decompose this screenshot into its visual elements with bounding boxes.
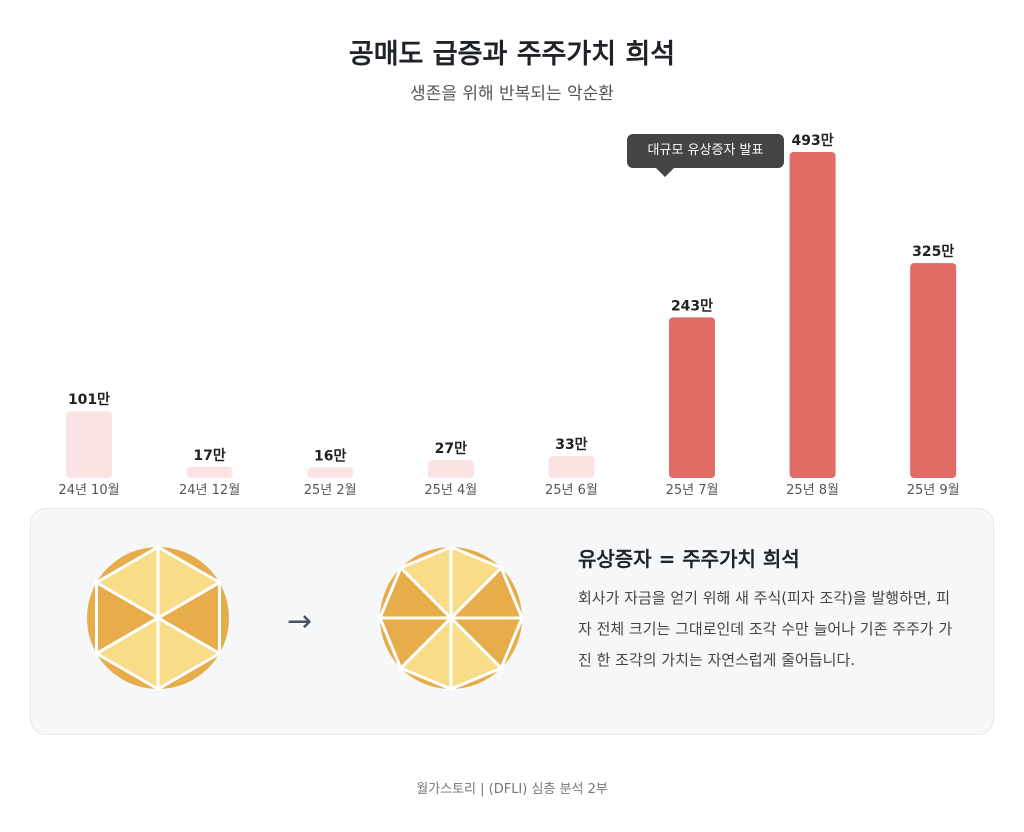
footer: 월가스토리 | (DFLI) 심층 분석 2부 bbox=[416, 782, 608, 797]
data-label: 33만 bbox=[555, 437, 587, 453]
bar bbox=[427, 460, 474, 478]
data-label: 101만 bbox=[68, 392, 110, 408]
pie-slice bbox=[398, 544, 453, 622]
x-tick-label: 25년 8월 bbox=[786, 483, 839, 498]
x-tick-label: 25년 7월 bbox=[666, 483, 719, 498]
arrow-right-icon: → bbox=[287, 604, 313, 639]
data-label: 493만 bbox=[792, 133, 834, 149]
panel-body: 회사가 자금을 얻기 위해 새 주식(피자 조각)을 발행하면, 피자 전체 크… bbox=[578, 589, 953, 669]
data-label: 17만 bbox=[193, 448, 225, 464]
bar bbox=[548, 456, 595, 478]
data-label: 16만 bbox=[314, 448, 346, 464]
bar bbox=[910, 263, 957, 478]
bar-chart: 101만 24년 10월 17만 24년 12월 16만 25년 2월 27만 25년 4월 3… bbox=[58, 133, 960, 498]
bar bbox=[66, 411, 112, 478]
bar bbox=[669, 317, 715, 478]
chart-title: 공매도 급증과 주주가치 희석 bbox=[348, 39, 676, 70]
bar bbox=[186, 466, 233, 478]
data-label: 243만 bbox=[671, 298, 713, 314]
x-tick-label: 24년 12월 bbox=[179, 483, 240, 498]
annotation-tooltip: 대규모 유상증자 발표 bbox=[627, 134, 784, 177]
x-tick-label: 24년 10월 bbox=[58, 483, 119, 498]
x-tick-label: 25년 4월 bbox=[424, 483, 477, 498]
pie-slice bbox=[93, 544, 160, 621]
data-label: 27만 bbox=[435, 441, 467, 457]
x-tick-label: 25년 2월 bbox=[304, 483, 357, 498]
panel-title: 유상증자 = 주주가치 희석 bbox=[578, 547, 800, 571]
x-tick-label: 25년 6월 bbox=[545, 483, 598, 498]
bar bbox=[307, 467, 354, 478]
x-tick-label: 25년 9월 bbox=[907, 483, 960, 498]
data-label: 325만 bbox=[912, 244, 954, 260]
chart-subtitle: 생존을 위해 반복되는 악순환 bbox=[410, 84, 614, 104]
bar bbox=[789, 152, 836, 478]
